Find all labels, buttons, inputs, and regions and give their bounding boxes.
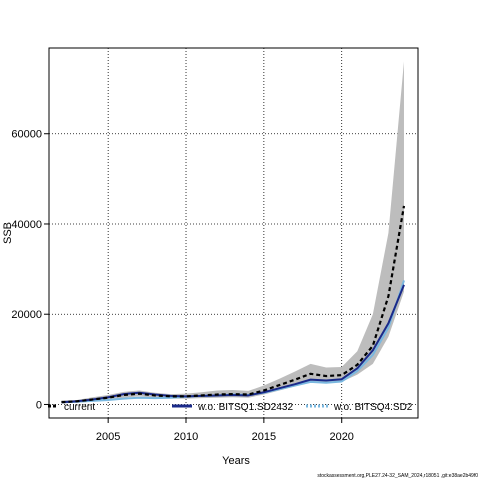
x-tick-label: 2020 <box>329 431 353 443</box>
legend-label: w.o. BITSQ1.SD2432 <box>197 402 293 413</box>
y-tick-label: 0 <box>36 399 42 411</box>
series-layer <box>61 205 406 404</box>
plot-frame <box>48 47 419 419</box>
y-tick-label: 20000 <box>11 309 42 321</box>
x-tick-label: 2005 <box>96 431 120 443</box>
axis-ticks: 2005 2010 2015 2020 0 20000 40000 60000 <box>11 129 354 443</box>
y-axis-label: SSB <box>2 222 14 244</box>
series-line-0 <box>61 205 406 404</box>
y-tick-label: 60000 <box>11 129 42 141</box>
x-tick-label: 2010 <box>174 431 198 443</box>
x-tick-label: 2015 <box>252 431 276 443</box>
legend: current w.o. BITSQ1.SD2432 w.o. BITSQ4.SD2 <box>48 402 413 413</box>
legend-label: current <box>64 402 95 413</box>
y-tick-label: 40000 <box>11 219 42 231</box>
legend-label: w.o. BITSQ4.SD2 <box>333 402 413 413</box>
x-axis-label: Years <box>222 455 250 467</box>
footer-credit: stockassessment.org,PLE27.24-32_SAM_2024… <box>317 473 478 479</box>
